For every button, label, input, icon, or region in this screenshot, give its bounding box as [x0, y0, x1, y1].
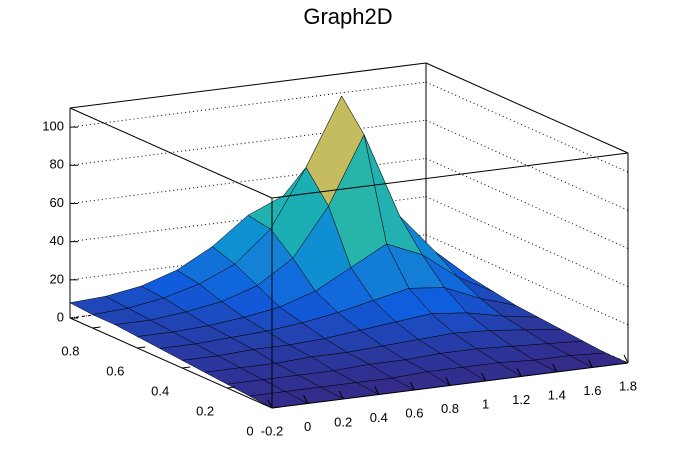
box-edge	[425, 62, 629, 154]
box-edge	[69, 62, 427, 109]
x-tick-label: 1.6	[583, 383, 601, 398]
grid-line	[425, 81, 629, 173]
x-tick	[445, 377, 451, 386]
y-tick-label: 0.4	[151, 383, 169, 398]
y-tick	[182, 366, 191, 369]
chart-title: Graph2D	[303, 4, 392, 29]
y-tick-label: 0.8	[61, 343, 79, 358]
grid-line	[425, 119, 629, 211]
axis-line	[69, 107, 273, 199]
x-tick-label: 0	[304, 419, 311, 434]
z-tick-label: 80	[50, 157, 64, 172]
x-tick-label: 1.2	[512, 392, 530, 407]
y-tick-label: 0	[246, 423, 253, 438]
x-tick	[267, 399, 273, 409]
z-tick-label: 60	[50, 195, 64, 210]
axis-line	[69, 317, 273, 409]
y-tick-label: 0.2	[196, 403, 214, 418]
grid-line	[425, 234, 629, 326]
x-tick-label: 1	[482, 396, 489, 411]
x-tick	[338, 390, 344, 400]
y-tick	[227, 386, 236, 389]
grid-line	[425, 157, 629, 249]
y-tick-label: 0.6	[106, 363, 124, 378]
z-tick-label: 40	[50, 233, 64, 248]
y-tick	[137, 346, 146, 349]
grid-line	[69, 81, 427, 128]
x-tick	[552, 363, 558, 373]
z-tick-label: 20	[50, 271, 64, 286]
x-tick-label: 0.8	[441, 401, 459, 416]
x-tick-label: 0.4	[370, 410, 388, 425]
x-tick-label: 1.8	[619, 378, 637, 393]
z-tick-label: 100	[42, 119, 64, 134]
x-tick-label: -0.2	[261, 423, 283, 438]
axis-line	[271, 152, 629, 199]
z-tick-label: 0	[57, 309, 64, 324]
x-tick	[374, 386, 380, 395]
x-tick	[516, 368, 522, 377]
x-tick	[409, 381, 415, 391]
y-tick	[92, 326, 101, 329]
x-tick	[303, 395, 309, 404]
x-tick-label: 0.2	[334, 414, 352, 429]
x-tick-label: 1.4	[548, 387, 566, 402]
x-tick	[623, 354, 629, 364]
y-tick	[271, 406, 281, 409]
x-tick	[587, 359, 593, 368]
x-tick-label: 0.6	[405, 405, 423, 420]
grid-line	[425, 196, 629, 288]
x-tick	[481, 372, 487, 382]
